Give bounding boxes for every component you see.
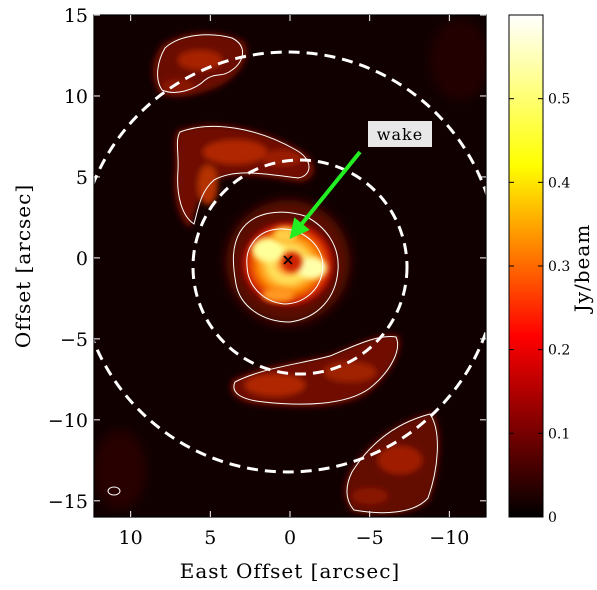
colorbar-tick-label: 0	[548, 510, 557, 526]
y-axis-title: Offset [arcsec]	[11, 184, 35, 348]
y-tick-label: 10	[64, 86, 88, 108]
colorbar-tick-label: 0.4	[548, 175, 570, 191]
y-tick-label: 0	[76, 248, 88, 270]
x-tick-label: −5	[356, 527, 384, 549]
x-tick-label: 10	[119, 527, 143, 549]
wake-label-box	[368, 121, 432, 147]
x-axis-ticks: 10 5 0 −5 −10	[119, 15, 469, 549]
colorbar-tick-label: 0.2	[548, 343, 570, 359]
south-arc	[230, 334, 400, 407]
inner-dashed-circle	[191, 158, 409, 376]
x-tick-label: 5	[204, 527, 216, 549]
y-tick-label: 5	[76, 167, 88, 189]
emission-map	[94, 20, 486, 516]
colorbar-tick-label: 0.3	[548, 259, 570, 275]
dashed-circles	[94, 50, 486, 474]
y-tick-label: −15	[48, 491, 88, 513]
colorbar-title: Jy/beam	[570, 224, 594, 315]
colorbar-tick-label: 0.5	[548, 92, 570, 108]
x-tick-label: −10	[429, 527, 469, 549]
colorbar-tick-label: 0.1	[548, 426, 570, 442]
center-marker	[283, 255, 293, 265]
wake-arrow	[289, 150, 362, 240]
x-tick-label: 0	[284, 527, 296, 549]
contour-lines	[107, 34, 438, 514]
outer-dashed-circle	[94, 50, 486, 474]
y-tick-label: −10	[48, 410, 88, 432]
y-tick-label: 15	[64, 5, 88, 27]
colorbar-ticks: 0 0.1 0.2 0.3 0.4 0.5	[509, 92, 570, 526]
x-axis-title: East Offset [arcsec]	[180, 559, 400, 583]
y-tick-label: −5	[60, 329, 88, 351]
central-ring	[226, 200, 350, 324]
south-west-arm	[344, 412, 440, 516]
wake-label: wake	[377, 125, 423, 144]
y-axis-ticks: 15 10 5 0 −5 −10 −15	[48, 5, 486, 513]
colorbar	[508, 14, 544, 518]
north-east-arm	[152, 32, 247, 97]
